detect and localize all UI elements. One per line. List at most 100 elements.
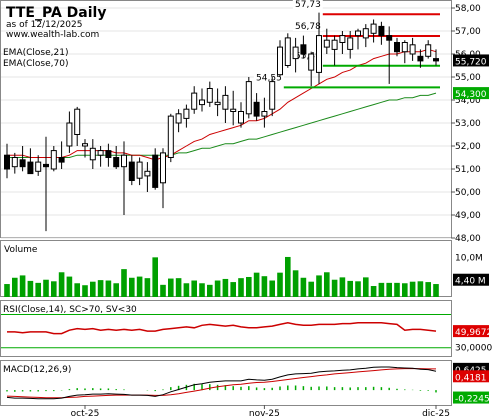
candle-down xyxy=(105,150,112,159)
volume-bar xyxy=(35,282,41,297)
volume-bar xyxy=(253,272,260,297)
volume-bar xyxy=(97,280,104,297)
volume-bar xyxy=(277,272,283,297)
volume-bar xyxy=(261,276,268,297)
candle-up xyxy=(323,39,330,48)
candle-down xyxy=(433,58,439,62)
volume-title: Volume xyxy=(4,245,38,255)
volume-bar xyxy=(285,256,291,297)
candle-up xyxy=(144,170,151,177)
volume-bar xyxy=(4,284,10,297)
macd-last-tag: -0,2245 xyxy=(455,395,490,405)
volume-bar xyxy=(214,280,221,297)
price-tick-label: 55,00 xyxy=(455,73,481,83)
volume-bar xyxy=(409,281,416,297)
candle-up xyxy=(269,81,276,110)
site-watermark: www.wealth-lab.com xyxy=(6,30,99,40)
macd-last-tag-bg xyxy=(453,370,489,383)
volume-bar xyxy=(105,280,112,297)
price-tick-label: 50,00 xyxy=(455,188,481,198)
candle-up xyxy=(199,99,205,106)
candle-down xyxy=(378,25,385,37)
volume-bar xyxy=(433,284,439,297)
volume-bar xyxy=(222,278,229,297)
volume-bar xyxy=(160,284,166,297)
candle-down xyxy=(386,35,393,41)
ema21-line xyxy=(7,48,437,161)
macd-panel-frame xyxy=(0,360,452,406)
rsi-last-tag: 49,9672 xyxy=(455,328,492,338)
volume-bar xyxy=(12,277,18,297)
volume-bar xyxy=(394,282,400,297)
x-tick-label: oct-25 xyxy=(71,409,100,419)
candle-up xyxy=(331,39,338,50)
macd-signal-line xyxy=(6,368,436,399)
volume-bar xyxy=(370,286,377,297)
candle-up xyxy=(355,30,361,37)
price-tick-label: 53,00 xyxy=(455,119,481,129)
candle-up xyxy=(409,44,416,55)
candle-up xyxy=(316,35,322,73)
candle-up xyxy=(35,161,42,172)
last-price-tag: 55,720 xyxy=(455,57,487,67)
volume-bar xyxy=(144,278,151,297)
price-tick-label: 51,00 xyxy=(455,165,481,175)
candle-up xyxy=(167,115,174,158)
price-tick-label: 58,00 xyxy=(455,4,481,14)
volume-bar xyxy=(417,281,424,297)
volume-bar xyxy=(378,282,385,297)
price-tick-label: 48,00 xyxy=(455,234,481,244)
price-tags: 55,720 54,300 xyxy=(453,54,489,100)
volume-bar xyxy=(386,282,392,297)
candle-up xyxy=(284,37,291,67)
candle-up xyxy=(89,147,96,161)
volume-bar xyxy=(331,279,338,297)
volume-bar xyxy=(183,283,190,297)
candle-down xyxy=(128,161,135,182)
volume-last-tag-bg xyxy=(453,273,489,286)
volume-bar xyxy=(269,280,275,297)
candle-up xyxy=(425,44,432,57)
ema70-tag: 54,300 xyxy=(455,90,487,100)
date-x-axis: oct-25 nov-25 dic-25 xyxy=(71,405,450,419)
candle-up xyxy=(175,113,182,124)
candle-up xyxy=(121,154,127,168)
legend-ema21: EMA(Close,21) xyxy=(3,48,68,58)
volume-bar xyxy=(347,280,353,297)
candle-up xyxy=(230,108,237,112)
macd-title: MACD(12,26,9) xyxy=(3,365,71,375)
level-label: 57,73 xyxy=(295,0,321,10)
volume-bar xyxy=(43,279,49,297)
volume-bar xyxy=(316,275,322,297)
volume-y-axis: 10,0M 4,40 M xyxy=(453,254,489,287)
level-label-bg xyxy=(292,49,323,61)
volume-bar xyxy=(300,277,307,297)
candle-down xyxy=(43,163,49,168)
level-label: 54,55 xyxy=(256,73,282,83)
volume-bar xyxy=(238,278,244,297)
candle-up xyxy=(191,92,198,110)
as-of-date: as of 12/12/2025 xyxy=(6,20,82,30)
candlesticks xyxy=(4,12,439,232)
volume-bar xyxy=(230,282,236,297)
volume-bar xyxy=(308,281,314,297)
candle-down xyxy=(19,159,26,168)
candle-up xyxy=(206,88,213,103)
price-tick-label: 57,00 xyxy=(455,27,481,37)
volume-bar xyxy=(168,278,174,297)
volume-bars xyxy=(4,256,439,297)
volume-bar xyxy=(74,283,80,297)
volume-bar xyxy=(402,283,408,297)
volume-bar xyxy=(152,257,158,297)
candle-up xyxy=(50,150,57,170)
candle-up xyxy=(245,81,252,115)
price-tick-label: 49,00 xyxy=(455,211,481,221)
x-tick-label: dic-25 xyxy=(422,409,450,419)
legend-ema70: EMA(Close,70) xyxy=(3,59,68,69)
candle-up xyxy=(136,161,143,179)
volume-bar xyxy=(129,277,135,297)
candle-down xyxy=(27,161,34,175)
volume-bar xyxy=(292,270,299,297)
volume-bar xyxy=(425,282,431,297)
